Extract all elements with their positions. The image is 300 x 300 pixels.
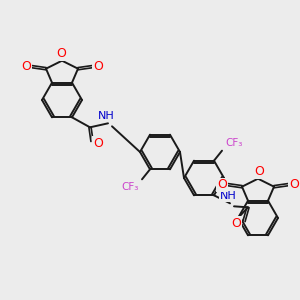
Text: O: O	[289, 178, 299, 191]
Text: O: O	[21, 60, 31, 73]
Text: O: O	[93, 137, 103, 150]
Text: O: O	[254, 165, 264, 178]
Text: NH: NH	[220, 191, 236, 201]
Text: O: O	[56, 47, 66, 60]
Text: NH: NH	[98, 111, 114, 121]
Text: O: O	[231, 217, 241, 230]
Text: CF₃: CF₃	[121, 182, 139, 192]
Text: O: O	[217, 178, 227, 191]
Text: O: O	[93, 60, 103, 73]
Text: CF₃: CF₃	[225, 138, 243, 148]
